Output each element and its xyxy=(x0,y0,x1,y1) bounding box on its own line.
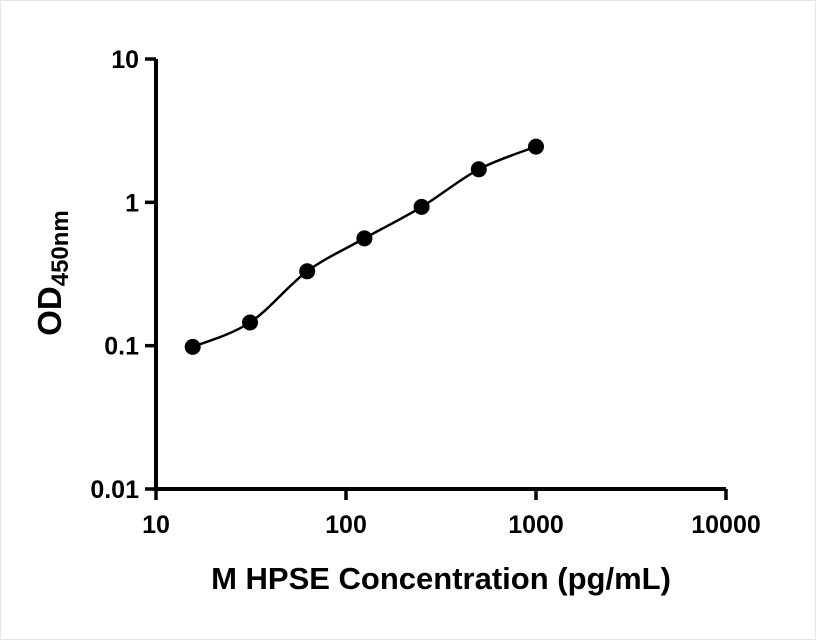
data-point xyxy=(356,230,373,247)
axes xyxy=(154,59,726,491)
data-point xyxy=(413,198,430,215)
x-tick-label: 1000 xyxy=(508,511,564,539)
y-tick-label: 0.01 xyxy=(90,476,139,504)
y-tick-label: 10 xyxy=(111,46,139,74)
data-point xyxy=(528,138,544,155)
y-tick-label: 0.1 xyxy=(104,333,139,361)
data-point xyxy=(242,314,258,331)
y-axis-label: OD450nm xyxy=(31,210,74,336)
data-point xyxy=(184,338,201,355)
data-point xyxy=(470,161,487,178)
y-axis-label-main: OD xyxy=(31,286,68,336)
x-axis-label: M HPSE Concentration (pg/mL) xyxy=(211,561,671,596)
x-tick-label: 100 xyxy=(325,511,367,539)
y-tick-label: 1 xyxy=(125,189,139,217)
data-point xyxy=(299,263,316,280)
curve-line xyxy=(192,145,537,349)
x-tick-label: 10 xyxy=(142,511,170,539)
x-tick-label: 10000 xyxy=(691,511,761,539)
y-axis-label-subscript: 450nm xyxy=(47,210,74,286)
